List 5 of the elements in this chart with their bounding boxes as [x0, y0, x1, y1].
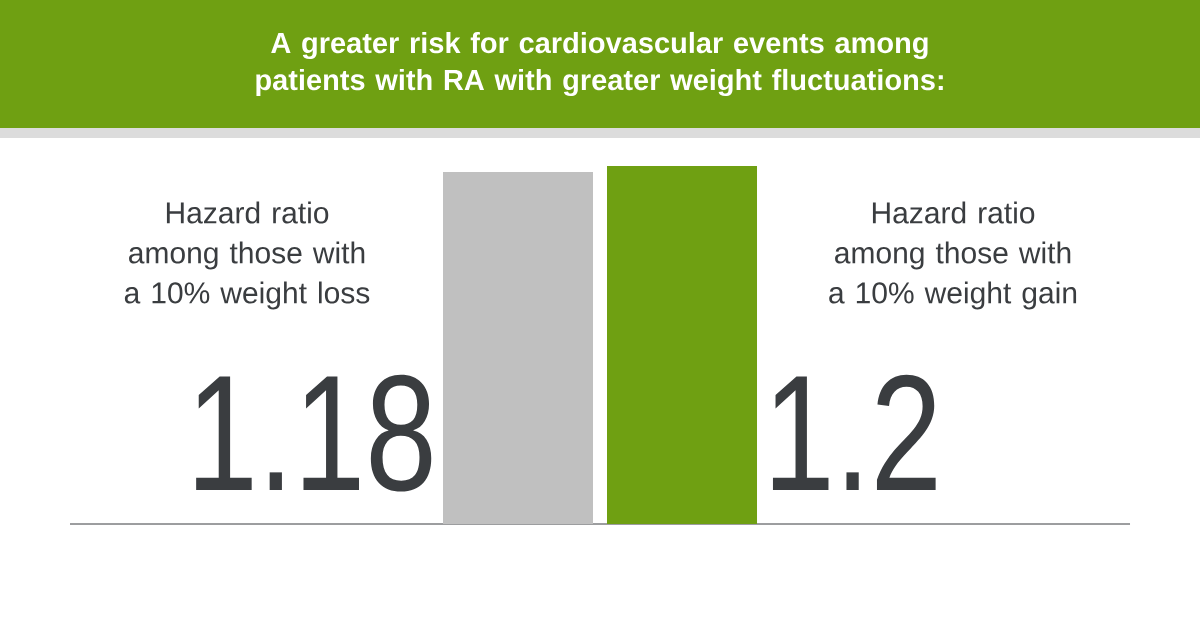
- data-label: 1.2: [772, 374, 936, 490]
- x-tick-label: Hazard ratio among those with a 10% weight gain: [829, 201, 1077, 310]
- x-tick-label: Hazard ratio among those with a 10% weight loss: [124, 201, 370, 310]
- data-label: 1.18: [196, 374, 432, 492]
- chart-title: A greater risk for cardiovascular events among patients with RA with greater weight fluctuations:: [256, 31, 943, 97]
